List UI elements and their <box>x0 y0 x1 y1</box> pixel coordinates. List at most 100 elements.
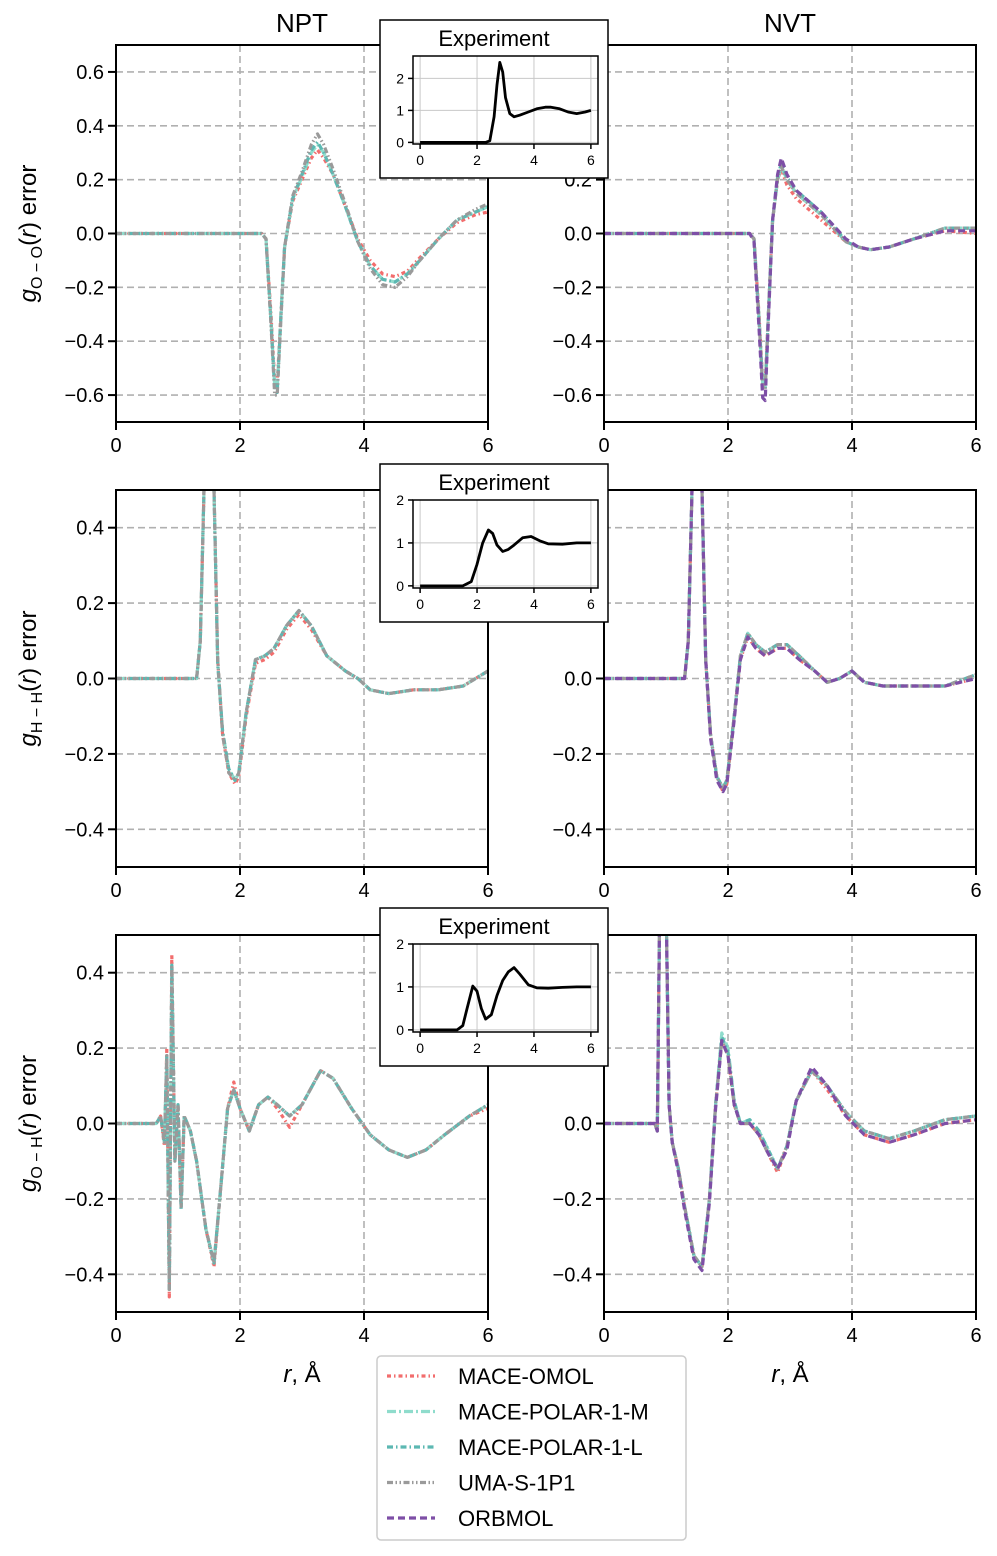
legend-label: MACE-OMOL <box>458 1364 594 1389</box>
inset-y-tick-label: 2 <box>396 70 404 86</box>
series-line-mace-polar-1-l <box>604 161 976 392</box>
y-tick-label: 0.0 <box>76 1114 104 1136</box>
x-tick-label: 2 <box>234 880 245 902</box>
y-axis-label-row1: gH − H(r) error <box>15 610 46 746</box>
y-tick-label: −0.4 <box>553 819 592 841</box>
series-line-orbmol <box>604 156 976 403</box>
x-axis-label-nvt: r, Å <box>771 1360 808 1388</box>
legend-item-mace-omol: MACE-OMOL <box>387 1364 594 1389</box>
inset-x-tick-label: 4 <box>530 152 538 168</box>
x-tick-label: 4 <box>846 1325 857 1347</box>
inset-y-tick-label: 2 <box>396 936 404 952</box>
inset-title: Experiment <box>438 26 549 51</box>
inset-experiment-line <box>420 966 591 1032</box>
series-line-orbmol <box>604 490 976 794</box>
y-axis-label-row2: gO − H(r) error <box>15 1055 46 1192</box>
series-line-uma-s-1p1 <box>116 132 488 397</box>
inset-axes-frame <box>412 499 599 589</box>
legend-label: MACE-POLAR-1-M <box>458 1400 649 1425</box>
series-line-mace-polar-1-m <box>604 490 976 790</box>
x-tick-label: 4 <box>846 880 857 902</box>
series-line-mace-omol <box>604 167 976 386</box>
inset-y-tick-label: 1 <box>396 102 404 118</box>
y-tick-label: 0.0 <box>564 669 592 691</box>
inset-y-tick-label: 0 <box>396 578 404 594</box>
y-tick-label: 0.2 <box>76 170 104 192</box>
series-line-uma-s-1p1 <box>116 490 488 782</box>
x-tick-label: 4 <box>358 1325 369 1347</box>
inset-x-tick-label: 0 <box>416 1040 424 1056</box>
y-axis-label-row0: gO − O(r) error <box>15 165 46 303</box>
series-line-mace-polar-1-l <box>604 490 976 790</box>
series-line-mace-omol <box>604 490 976 794</box>
legend: MACE-OMOL MACE-POLAR-1-M MACE-POLAR-1-L UMA… <box>376 1355 687 1541</box>
inset-x-tick-label: 0 <box>416 152 424 168</box>
x-tick-label: 2 <box>722 880 733 902</box>
series-line-orbmol <box>604 935 976 1273</box>
legend-item-orbmol: ORBMOL <box>387 1506 553 1531</box>
x-tick-label: 6 <box>970 435 981 457</box>
inset-x-tick-label: 2 <box>473 152 481 168</box>
inset-x-tick-label: 2 <box>473 596 481 612</box>
panel-npt-row0: 0.6 0.4 0.2 0.0 −0.2 −0.4 −0.6 0 2 4 6 <box>65 44 494 457</box>
panel-npt-row2: 0.4 0.2 0.0 −0.2 −0.4 0 2 4 6 <box>65 934 494 1347</box>
inset-x-tick-label: 6 <box>587 152 595 168</box>
y-tick-label: 0.4 <box>76 116 104 138</box>
y-tick-label: −0.4 <box>65 331 104 353</box>
inset-x-tick-label: 2 <box>473 1040 481 1056</box>
inset-y-tick-label: 1 <box>396 535 404 551</box>
inset-y-tick-label: 0 <box>396 134 404 150</box>
series-line-mace-polar-1-m <box>604 164 976 389</box>
y-tick-label: −0.6 <box>65 385 104 407</box>
y-tick-label: −0.6 <box>553 385 592 407</box>
inset-x-tick-label: 4 <box>530 1040 538 1056</box>
x-tick-label: 2 <box>722 1325 733 1347</box>
y-tick-label: 0.6 <box>76 62 104 84</box>
series-line-mace-omol <box>604 935 976 1269</box>
legend-item-mace-polar-1-m: MACE-POLAR-1-M <box>387 1400 649 1425</box>
series-line-uma-s-1p1 <box>604 490 976 790</box>
y-tick-label: 0.0 <box>564 224 592 246</box>
y-tick-label: 0.4 <box>76 518 104 540</box>
x-tick-label: 0 <box>598 435 609 457</box>
panels-layer: 0.60.40.20.0−0.2−0.4−0.602460.60.40.20.0… <box>65 44 982 1347</box>
y-tick-label: −0.2 <box>65 1189 104 1211</box>
inset-experiment-line <box>420 528 591 588</box>
series-line-mace-omol <box>116 952 488 1299</box>
series-line-uma-s-1p1 <box>116 963 488 1291</box>
x-tick-label: 0 <box>598 1325 609 1347</box>
inset-x-tick-label: 0 <box>416 596 424 612</box>
inset-title: Experiment <box>438 470 549 495</box>
column-title-npt: NPT <box>276 8 328 38</box>
x-tick-label: 6 <box>482 880 493 902</box>
legend-box <box>376 1355 687 1541</box>
legend-label: MACE-POLAR-1-L <box>458 1435 643 1460</box>
inset-x-tick-label: 4 <box>530 596 538 612</box>
y-tick-label: 0.2 <box>76 1038 104 1060</box>
column-title-nvt: NVT <box>764 8 816 38</box>
x-tick-label: 2 <box>234 435 245 457</box>
series-line-mace-polar-1-m <box>116 143 488 392</box>
y-tick-label: 0.2 <box>76 593 104 615</box>
series-line-uma-s-1p1 <box>604 164 976 392</box>
inset-axes-frame <box>412 55 599 145</box>
panel-npt-row1: 0.4 0.2 0.0 −0.2 −0.4 0 2 4 6 <box>65 489 494 902</box>
x-tick-label: 0 <box>598 880 609 902</box>
y-tick-label: −0.2 <box>553 1189 592 1211</box>
inset-box <box>379 19 609 179</box>
x-tick-label: 6 <box>482 435 493 457</box>
x-axis-label-npt: r, Å <box>283 1360 320 1388</box>
inset-x-tick-label: 6 <box>587 1040 595 1056</box>
y-tick-label: −0.4 <box>65 1264 104 1286</box>
labels-layer: NPT NVT gO − O(r) error gH − H(r) error gO… <box>15 8 816 1388</box>
y-tick-label: −0.2 <box>553 277 592 299</box>
x-tick-label: 2 <box>234 1325 245 1347</box>
x-tick-label: 4 <box>358 435 369 457</box>
x-tick-label: 2 <box>722 435 733 457</box>
inset-title: Experiment <box>438 914 549 939</box>
y-tick-label: −0.2 <box>65 744 104 766</box>
y-tick-label: −0.2 <box>65 277 104 299</box>
x-tick-label: 6 <box>970 1325 981 1347</box>
inset-y-tick-label: 1 <box>396 979 404 995</box>
